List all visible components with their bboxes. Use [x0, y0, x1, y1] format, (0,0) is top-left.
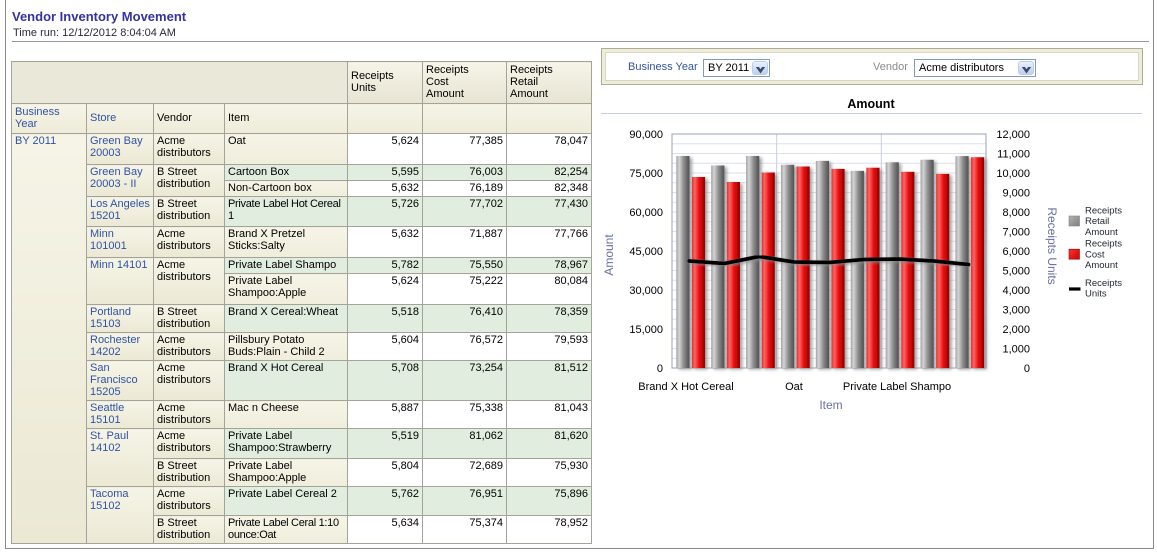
- svg-text:4,000: 4,000: [1002, 285, 1030, 297]
- svg-text:7,000: 7,000: [1002, 227, 1030, 239]
- svg-text:Amount: Amount: [1085, 227, 1118, 238]
- svg-text:30,000: 30,000: [629, 285, 663, 297]
- svg-text:9,000: 9,000: [1002, 188, 1030, 200]
- svg-text:2,000: 2,000: [1002, 324, 1030, 336]
- svg-text:Brand X Hot Cereal: Brand X Hot Cereal: [638, 381, 733, 393]
- svg-text:Receipts: Receipts: [1085, 278, 1122, 289]
- svg-text:5,000: 5,000: [1002, 266, 1030, 278]
- svg-text:10,000: 10,000: [996, 168, 1030, 180]
- svg-text:0: 0: [1024, 363, 1030, 375]
- svg-text:Amount: Amount: [847, 97, 895, 111]
- svg-text:Receipts: Receipts: [1085, 239, 1122, 250]
- svg-text:Private Label Shampo: Private Label Shampo: [843, 381, 951, 393]
- svg-text:12,000: 12,000: [996, 129, 1030, 141]
- svg-text:8,000: 8,000: [1002, 207, 1030, 219]
- svg-text:Receipts: Receipts: [1085, 205, 1122, 216]
- svg-text:Receipts Units: Receipts Units: [1045, 207, 1059, 284]
- svg-text:60,000: 60,000: [629, 207, 663, 219]
- svg-text:0: 0: [657, 363, 663, 375]
- svg-text:75,000: 75,000: [629, 168, 663, 180]
- svg-text:Oat: Oat: [785, 381, 803, 393]
- svg-text:11,000: 11,000: [997, 149, 1030, 161]
- svg-text:3,000: 3,000: [1002, 305, 1030, 317]
- svg-text:45,000: 45,000: [629, 246, 663, 258]
- svg-text:Cost: Cost: [1085, 249, 1105, 260]
- svg-text:90,000: 90,000: [629, 129, 663, 141]
- svg-text:Retail: Retail: [1085, 216, 1109, 227]
- svg-text:Units: Units: [1085, 289, 1107, 300]
- svg-text:Amount: Amount: [1085, 260, 1118, 271]
- svg-text:Amount: Amount: [602, 234, 616, 276]
- svg-text:15,000: 15,000: [629, 324, 663, 336]
- svg-text:Item: Item: [819, 398, 842, 412]
- svg-text:6,000: 6,000: [1002, 246, 1030, 258]
- svg-text:1,000: 1,000: [1002, 344, 1030, 356]
